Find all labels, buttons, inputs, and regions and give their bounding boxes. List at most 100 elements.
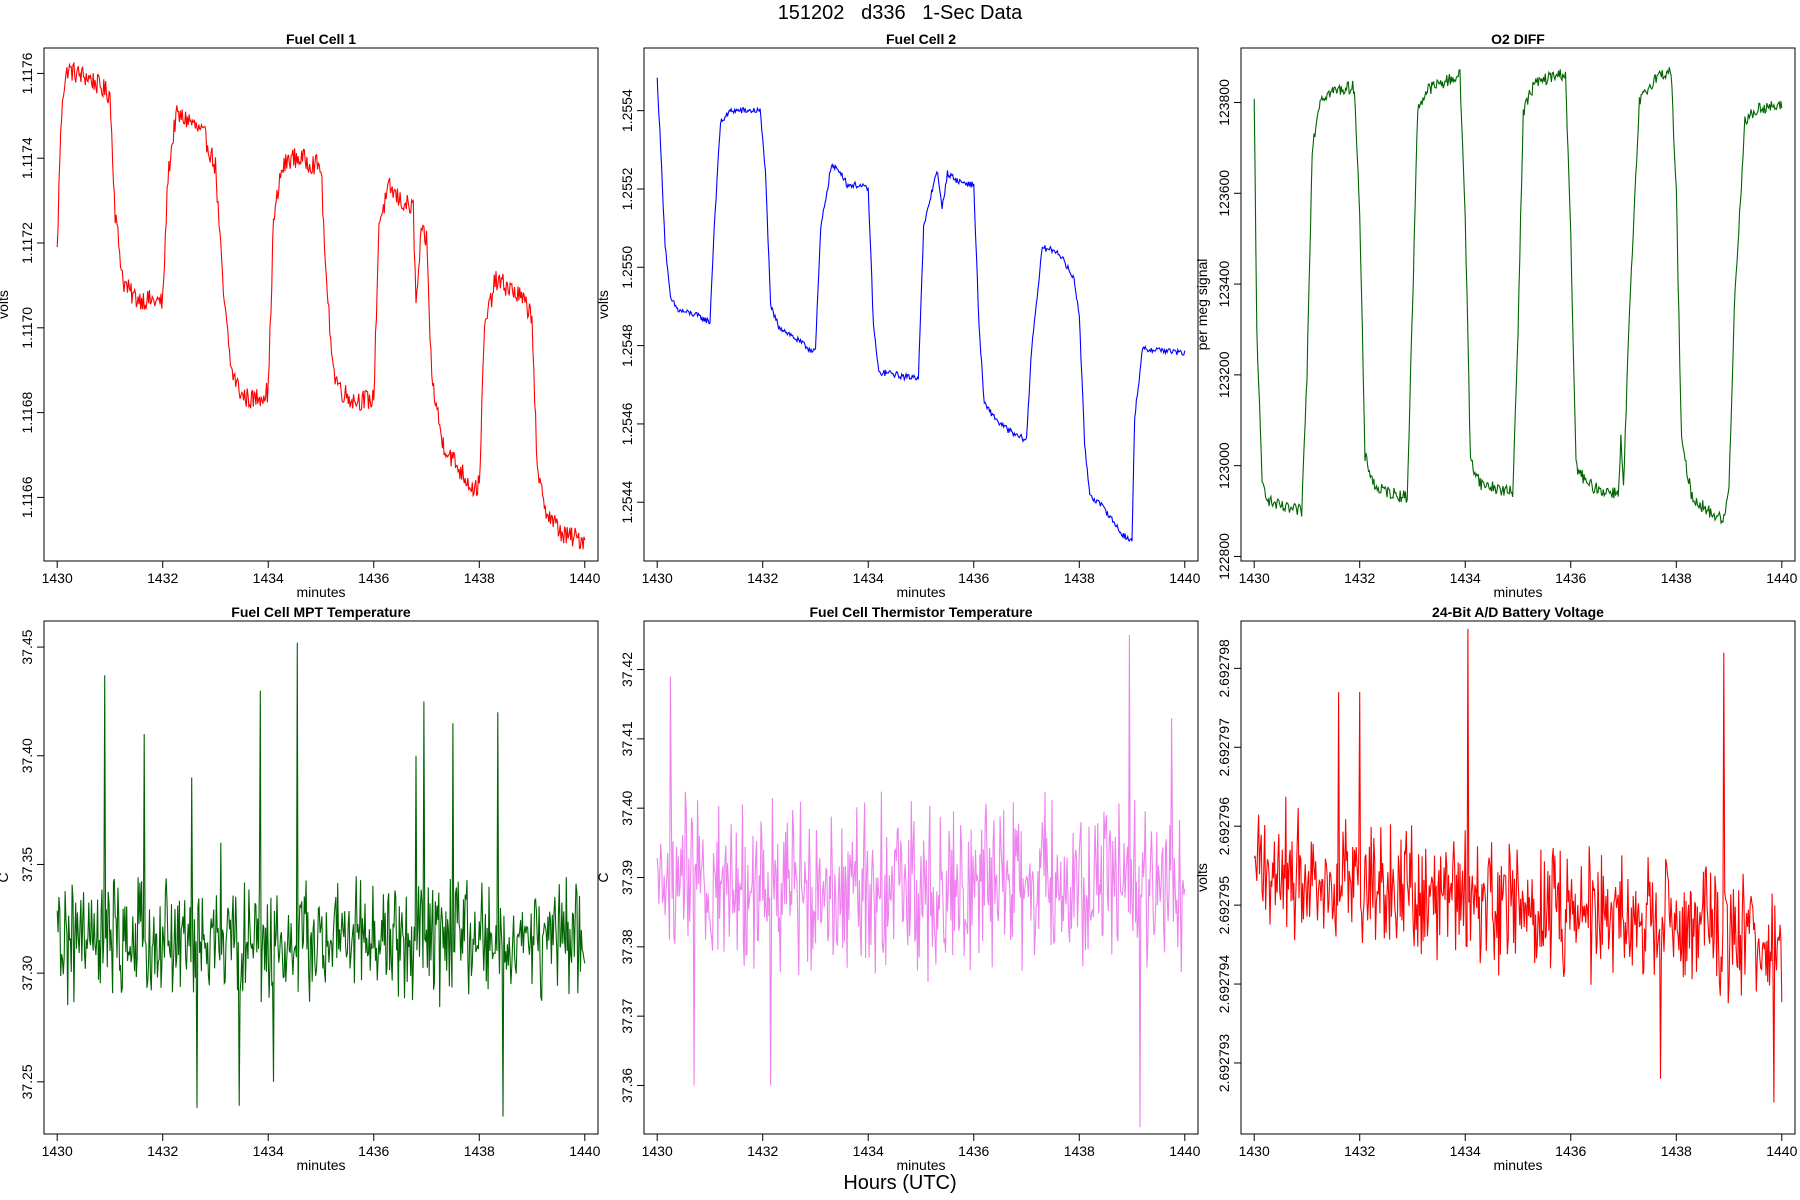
y-tick-label: 1.1176 <box>19 52 35 94</box>
x-tick-label: 1434 <box>853 570 884 586</box>
panel-1: Fuel Cell 1 1430 1432 1434 1436 1438 1440 minut… <box>0 31 601 600</box>
x-tick-label: 1430 <box>42 570 73 586</box>
y-tick-label: 1.2546 <box>619 402 635 445</box>
x-tick-label: 1436 <box>958 1143 989 1159</box>
x-tick-label: 1432 <box>1344 570 1375 586</box>
panel-5: Fuel Cell Thermistor Temperature 1430 1432… <box>595 604 1201 1173</box>
y-axis-label: volts <box>0 290 11 319</box>
x-tick-label: 1440 <box>569 1143 600 1159</box>
x-tick-label: 1432 <box>147 1143 178 1159</box>
x-axis-label: minutes <box>896 584 945 600</box>
y-tick-label: 1.2544 <box>619 481 635 524</box>
x-tick-label: 1434 <box>1450 570 1481 586</box>
panel-3: O2 DIFF 1430 1432 1434 1436 1438 1440 minutes 12… <box>1194 31 1798 600</box>
panel-title: Fuel Cell MPT Temperature <box>231 604 411 620</box>
panel-6: 24-Bit A/D Battery Voltage 1430 1432 1434 14… <box>1194 604 1798 1173</box>
x-tick-label: 1434 <box>253 1143 284 1159</box>
y-axis-label: C <box>0 872 11 882</box>
y-tick-label: 37.39 <box>619 860 635 895</box>
x-tick-label: 1436 <box>1555 1143 1586 1159</box>
panel-frame <box>643 47 1199 562</box>
panel-title: Fuel Cell 1 <box>286 31 356 47</box>
x-tick-label: 1432 <box>747 1143 778 1159</box>
y-tick-label: 1.1174 <box>19 137 35 179</box>
x-tick-label: 1434 <box>853 1143 884 1159</box>
panel-frame <box>1240 620 1796 1135</box>
y-tick-label: 1.1172 <box>19 222 35 264</box>
panel-frame <box>1240 47 1796 562</box>
x-axis-label: minutes <box>896 1157 945 1173</box>
y-tick-label: 123800 <box>1216 79 1232 126</box>
x-tick-label: 1438 <box>1064 570 1095 586</box>
series-line <box>56 61 586 550</box>
x-tick-label: 1440 <box>1169 570 1200 586</box>
x-axis-label: minutes <box>296 1157 345 1173</box>
x-tick-label: 1430 <box>42 1143 73 1159</box>
y-tick-label: 2.692793 <box>1216 1034 1232 1093</box>
x-tick-label: 1432 <box>147 570 178 586</box>
y-tick-label: 37.37 <box>619 998 635 1033</box>
y-tick-label: 37.45 <box>19 629 35 664</box>
x-tick-label: 1440 <box>569 570 600 586</box>
y-tick-label: 37.40 <box>619 790 635 825</box>
y-tick-label: 2.692794 <box>1216 955 1232 1014</box>
y-tick-label: 1.1170 <box>19 307 35 349</box>
y-tick-label: 37.36 <box>619 1068 635 1103</box>
x-tick-label: 1430 <box>642 1143 673 1159</box>
series-line <box>1253 628 1783 1103</box>
y-axis-label: volts <box>595 290 611 319</box>
panel-title: 24-Bit A/D Battery Voltage <box>1432 604 1604 620</box>
x-tick-label: 1438 <box>1064 1143 1095 1159</box>
x-tick-label: 1438 <box>1661 570 1692 586</box>
series-line <box>656 634 1186 1128</box>
x-axis-label: minutes <box>1493 584 1542 600</box>
x-tick-label: 1434 <box>1450 1143 1481 1159</box>
y-tick-label: 123200 <box>1216 351 1232 398</box>
y-tick-label: 37.41 <box>619 721 635 756</box>
y-tick-label: 1.1168 <box>19 392 35 434</box>
x-tick-label: 1430 <box>1239 1143 1270 1159</box>
x-tick-label: 1440 <box>1169 1143 1200 1159</box>
panel-4: Fuel Cell MPT Temperature 1430 1432 1434 143… <box>0 604 601 1173</box>
x-axis-label: minutes <box>1493 1157 1542 1173</box>
y-tick-label: 37.25 <box>19 1064 35 1099</box>
y-tick-label: 123400 <box>1216 260 1232 307</box>
x-tick-label: 1436 <box>1555 570 1586 586</box>
y-tick-label: 37.38 <box>619 929 635 964</box>
x-tick-label: 1430 <box>642 570 673 586</box>
x-tick-label: 1432 <box>747 570 778 586</box>
y-tick-label: 123600 <box>1216 170 1232 217</box>
figure-title: 151202 d336 1-Sec Data <box>777 2 1023 24</box>
y-tick-label: 1.2550 <box>619 246 635 289</box>
y-tick-label: 123000 <box>1216 442 1232 489</box>
x-tick-label: 1440 <box>1766 570 1797 586</box>
panel-title: O2 DIFF <box>1491 31 1545 47</box>
panel-frame <box>43 620 599 1135</box>
y-tick-label: 2.692797 <box>1216 718 1232 777</box>
x-tick-label: 1436 <box>358 1143 389 1159</box>
x-tick-label: 1434 <box>253 570 284 586</box>
x-axis-label: minutes <box>296 584 345 600</box>
panel-2: Fuel Cell 2 1430 1432 1434 1436 1438 1440 minut… <box>595 31 1201 600</box>
x-tick-label: 1438 <box>1661 1143 1692 1159</box>
x-tick-label: 1438 <box>464 1143 495 1159</box>
figure-xlabel: Hours (UTC) <box>843 1172 957 1194</box>
x-tick-label: 1430 <box>1239 570 1270 586</box>
y-tick-label: 1.2554 <box>619 89 635 132</box>
y-tick-label: 37.40 <box>19 738 35 773</box>
y-tick-label: 2.692795 <box>1216 876 1232 935</box>
x-tick-label: 1440 <box>1766 1143 1797 1159</box>
series-line <box>56 642 586 1117</box>
x-tick-label: 1438 <box>464 570 495 586</box>
series-line <box>656 77 1186 542</box>
y-tick-label: 2.692798 <box>1216 639 1232 698</box>
y-tick-label: 37.30 <box>19 955 35 990</box>
y-tick-label: 2.692796 <box>1216 797 1232 856</box>
y-tick-label: 37.35 <box>19 847 35 882</box>
x-tick-label: 1436 <box>358 570 389 586</box>
x-tick-label: 1436 <box>958 570 989 586</box>
series-line <box>1253 67 1783 525</box>
y-axis-label: volts <box>1194 863 1210 892</box>
